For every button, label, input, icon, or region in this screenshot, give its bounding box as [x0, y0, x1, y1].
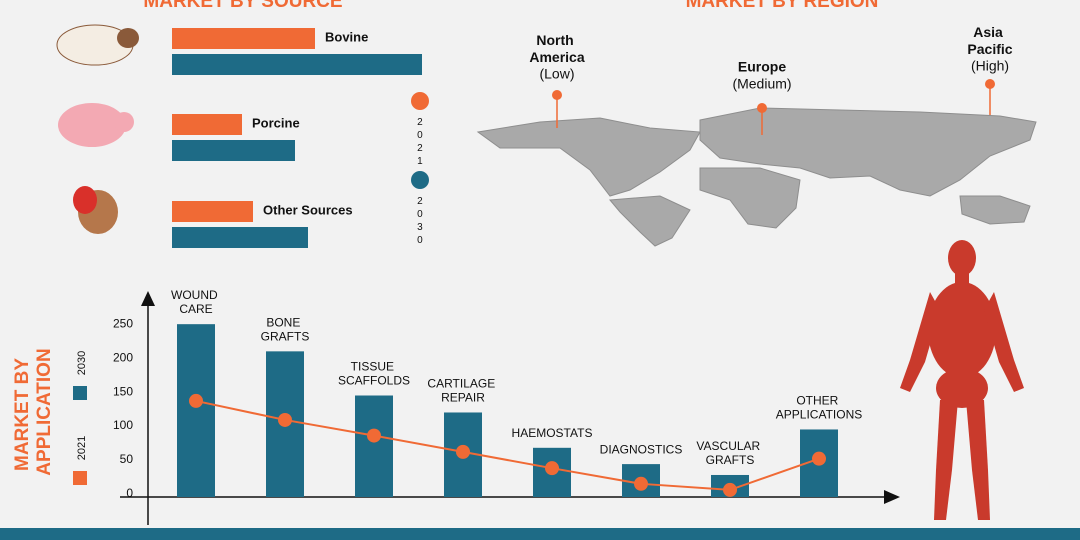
category-label: TISSUE SCAFFOLDS	[338, 360, 410, 388]
y-tick-label: 100	[113, 418, 133, 432]
category-label: Other Sources	[263, 202, 353, 217]
bar	[172, 28, 315, 49]
legend-swatch	[411, 171, 429, 189]
bar	[172, 54, 422, 75]
legend-label: 2021	[76, 436, 88, 460]
footer-band	[0, 528, 1080, 540]
category-label: WOUND CARE	[171, 288, 221, 316]
line	[195, 399, 820, 491]
legend-swatch	[73, 471, 87, 485]
point	[456, 444, 470, 459]
bar	[172, 227, 308, 248]
y-tick-label: 50	[120, 452, 134, 466]
region-level: (Medium)	[732, 76, 791, 92]
region-name: North America	[529, 32, 584, 65]
region-level: (High)	[971, 58, 1009, 74]
pin	[552, 90, 562, 100]
point	[812, 451, 826, 466]
point	[723, 482, 737, 497]
region-title: MARKET BY REGION	[686, 0, 879, 12]
chart-title: MARKET BY APPLICATION	[12, 348, 55, 475]
category-label: CARTILAGE REPAIR	[427, 377, 498, 405]
category-label: BONE GRAFTS	[261, 316, 310, 344]
point	[367, 428, 381, 443]
legend-label: 2030	[414, 196, 425, 248]
category-label: HAEMOSTATS	[512, 426, 593, 440]
point	[545, 461, 559, 476]
y-tick-label: 250	[113, 316, 133, 330]
category-label: VASCULAR GRAFTS	[696, 439, 763, 467]
legend-swatch	[73, 386, 87, 400]
x-axis-arrow	[884, 490, 900, 504]
y-tick-label: 0	[126, 486, 133, 500]
point	[189, 393, 203, 408]
chart-title: MARKET BY SOURCE	[143, 0, 342, 12]
region-name: Asia Pacific	[967, 24, 1012, 57]
pin	[985, 79, 995, 89]
animals	[56, 24, 139, 234]
category-label: OTHER APPLICATIONS	[776, 394, 862, 422]
legend-swatch	[411, 92, 429, 110]
bar	[177, 324, 215, 497]
y-tick-label: 200	[113, 350, 133, 364]
category-label: Porcine	[252, 115, 300, 130]
pin	[757, 103, 767, 113]
human-figure	[900, 240, 1024, 520]
category-label: Bovine	[325, 29, 368, 44]
region-level: (Low)	[539, 66, 574, 82]
y-axis-arrow	[141, 291, 155, 306]
legend-label: 2030	[76, 351, 88, 375]
point	[278, 412, 292, 427]
bar	[172, 114, 242, 135]
bar	[172, 201, 253, 222]
bar	[355, 395, 393, 497]
map	[476, 107, 1037, 247]
y-tick-label: 150	[113, 384, 133, 398]
point	[634, 476, 648, 491]
region-name: Europe	[738, 59, 786, 75]
legend-label: 2021	[414, 117, 425, 169]
category-label: DIAGNOSTICS	[600, 442, 683, 456]
bar	[172, 140, 295, 161]
